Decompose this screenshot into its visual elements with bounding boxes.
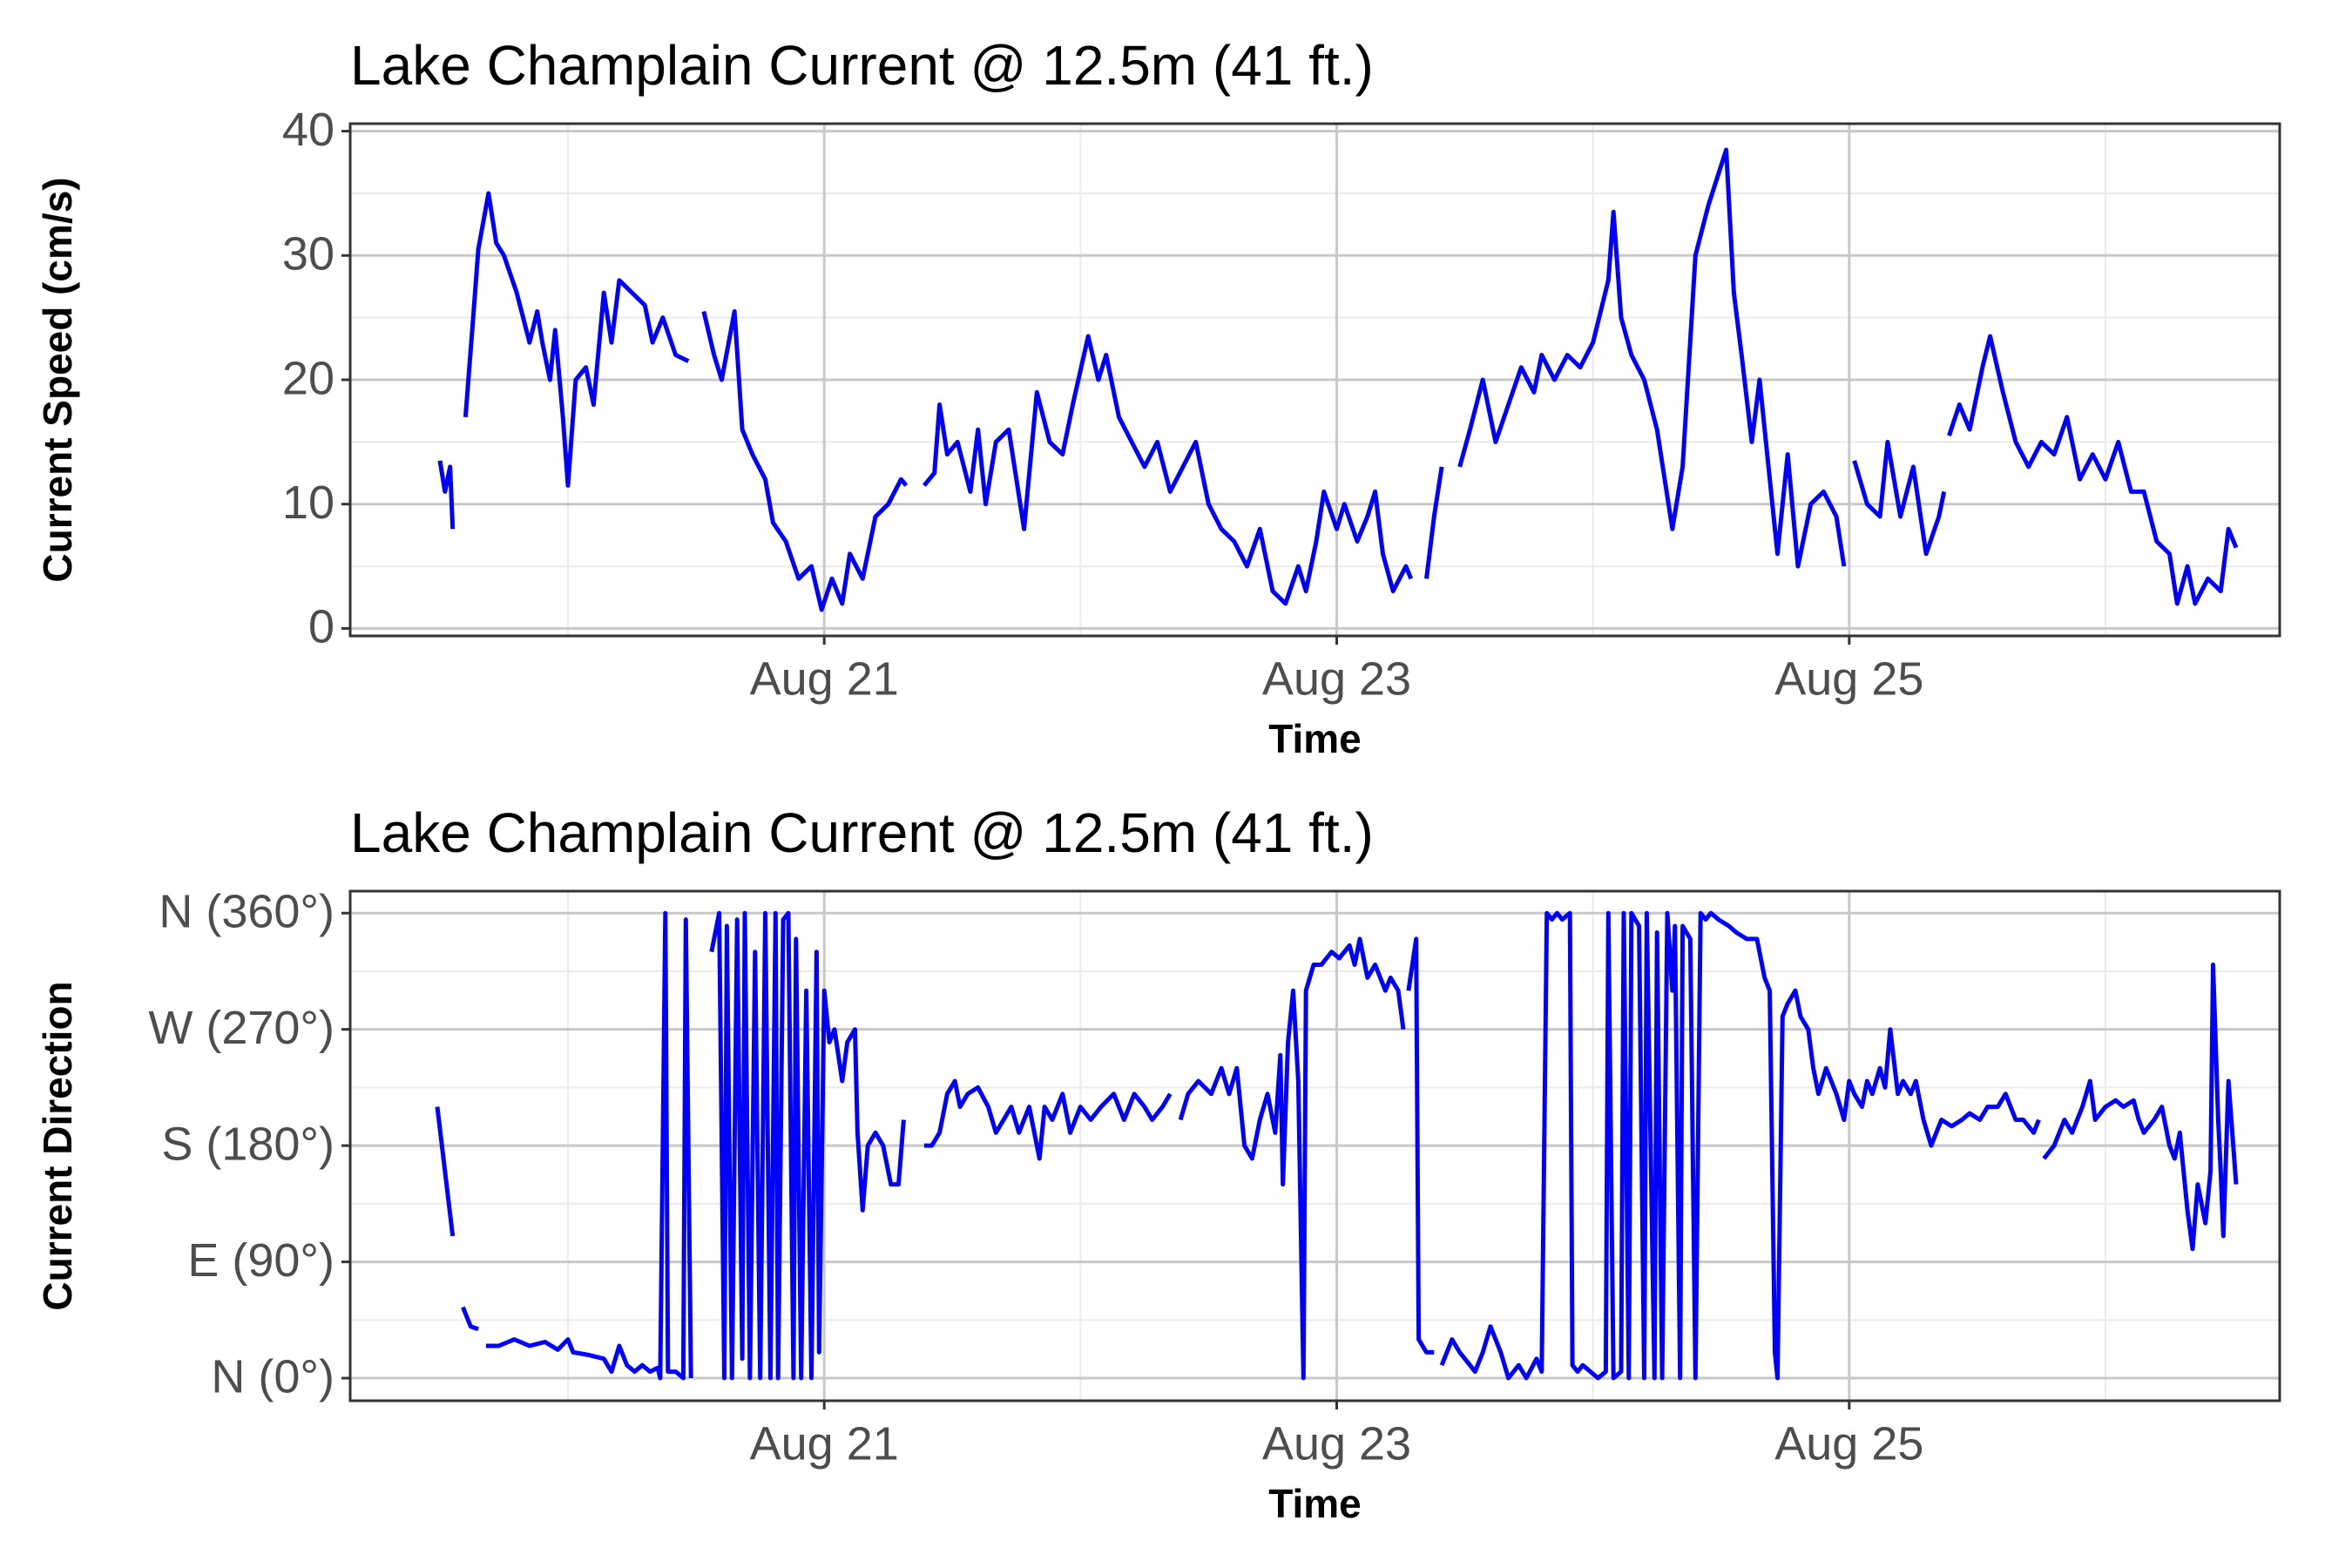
x-tick-label: Aug 23 — [1262, 652, 1411, 705]
data-line — [1947, 334, 2239, 606]
data-line — [701, 309, 909, 612]
plot-border — [348, 122, 2281, 638]
plot-border — [348, 889, 2281, 1402]
data-line — [463, 191, 690, 488]
data-line — [485, 910, 693, 1381]
x-axis-title: Time — [1268, 716, 1362, 761]
chart-title: Lake Champlain Current @ 12.5m (41 ft.) — [350, 34, 1374, 97]
y-tick-label: E (90°) — [187, 1234, 335, 1287]
data-line — [709, 910, 906, 1381]
data-line — [1178, 936, 1406, 1381]
data-line — [922, 334, 1414, 606]
data-line — [437, 460, 456, 530]
y-axis-title: Current Speed (cm/s) — [35, 177, 80, 582]
data-line — [923, 1078, 1173, 1161]
y-axis-title: Current Direction — [35, 981, 80, 1310]
data-line — [2042, 963, 2239, 1252]
x-tick-label: Aug 25 — [1774, 1417, 1923, 1470]
data-line — [461, 1306, 479, 1332]
x-axis-title: Time — [1268, 1481, 1362, 1526]
x-tick-label: Aug 25 — [1774, 652, 1923, 705]
data-line — [1457, 147, 1847, 569]
y-tick-label: 40 — [282, 104, 335, 156]
data-line — [435, 1106, 456, 1237]
y-tick-label: 20 — [282, 352, 335, 404]
y-tick-label: S (180°) — [161, 1118, 335, 1170]
data-line — [1439, 910, 2041, 1381]
y-tick-label: W (270°) — [148, 1002, 335, 1054]
y-tick-label: N (0°) — [211, 1350, 335, 1402]
y-tick-label: 10 — [282, 476, 335, 529]
x-tick-label: Aug 23 — [1262, 1417, 1411, 1470]
y-tick-label: N (360°) — [159, 885, 335, 937]
y-tick-label: 0 — [308, 601, 335, 653]
data-line — [1406, 936, 1435, 1355]
data-line — [1852, 439, 1947, 557]
x-tick-label: Aug 21 — [750, 1417, 899, 1470]
y-tick-label: 30 — [282, 228, 335, 280]
chart-title: Lake Champlain Current @ 12.5m (41 ft.) — [350, 801, 1374, 864]
data-line — [1424, 466, 1444, 579]
x-tick-label: Aug 21 — [750, 652, 899, 705]
